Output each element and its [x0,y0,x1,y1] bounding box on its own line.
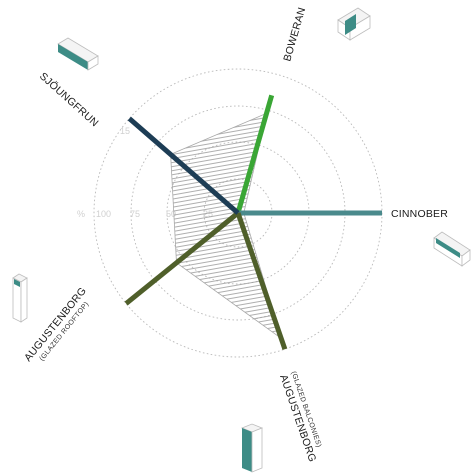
spoke-augustenborg-balconies [235,212,288,351]
tick-label-100: 100 [96,209,111,219]
spoke-boweran [235,94,275,214]
augustenborg-rooftop-building-icon [12,273,28,323]
axis-label-cinnober: CINNOBER [391,208,448,220]
tick-label-percent: % [77,209,85,219]
axis-label-augustenborg-balconies-group: AUGUSTENBORG (GLAZED BALCONIES) [277,370,322,463]
cinnober-building-icon [433,231,471,267]
sjoungfrun-building-icon [57,37,99,71]
tick-label-75: 75 [130,209,140,219]
axis-label-sjoungfrun: SJÖUNGFRUN [37,70,101,129]
tick-label-50: 50 [166,209,176,219]
axis-label-augustenborg-rooftop-group: AUGUSTENBORG (GLAZED ROOFTOP) [22,285,90,364]
boweran-building-icon [337,7,371,41]
axis-label-boweran: BOWERAN [281,6,308,63]
spoke-augustenborg-rooftop [124,211,240,306]
spoke-sjoungfrun [127,116,240,215]
axis-spokes [124,94,382,351]
augustenborg-balconies-building-icon [240,423,264,473]
spoke-marker-label: 15 [120,126,130,136]
axis-label-augustenborg-rooftop: AUGUSTENBORG [22,285,89,364]
